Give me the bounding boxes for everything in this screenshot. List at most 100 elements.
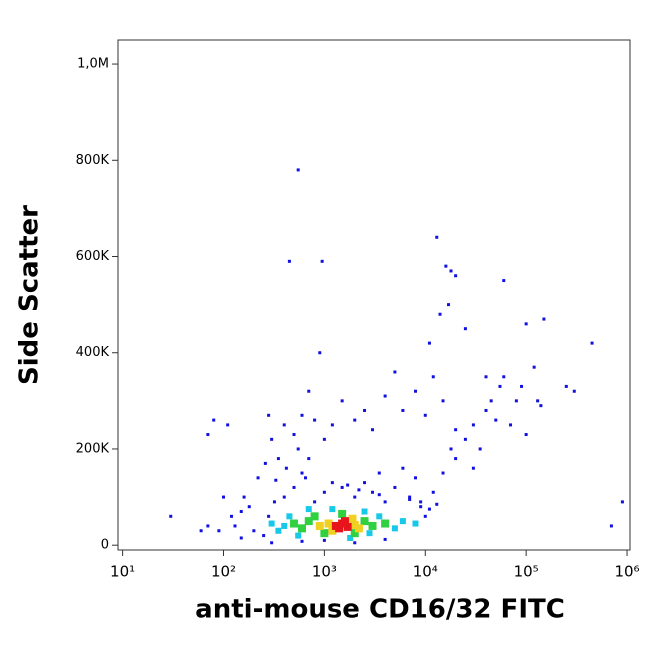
point [305,506,312,513]
point [348,514,357,523]
point [454,457,458,461]
point [226,423,230,427]
point [340,399,344,403]
point [357,488,361,492]
point [435,235,439,239]
point [267,514,271,518]
point [509,423,513,427]
point [300,413,304,417]
x-tick-label: 10³ [312,563,337,581]
point [471,466,475,470]
point [463,327,467,331]
y-tick-label: 800K [76,153,110,168]
point [413,389,417,393]
point [444,264,448,268]
point [542,317,546,321]
point [247,505,251,509]
point [304,517,313,526]
point [361,508,368,515]
point [300,471,304,475]
point [413,476,417,480]
point [206,433,210,437]
point [360,517,369,526]
point [419,505,423,509]
y-tick-label: 1,0M [77,57,109,72]
point [233,524,237,528]
point [217,529,221,533]
point [329,506,336,513]
point [328,526,337,535]
point [524,322,528,326]
point [484,408,488,412]
point [298,524,307,533]
point [408,495,412,499]
point [270,541,274,545]
point [454,428,458,432]
point [350,529,359,538]
point [324,519,333,528]
point [310,512,319,521]
point [320,259,324,263]
point [335,524,344,533]
x-axis-label: anti-mouse CD16/32 FITC [195,595,565,625]
point [609,524,613,528]
point [484,375,488,379]
point [449,447,453,451]
point [287,259,291,263]
y-tick-label: 0 [101,538,109,553]
point [262,534,266,538]
point [354,524,363,533]
point [322,538,326,542]
point [267,413,271,417]
point [286,513,293,520]
point [391,525,398,532]
point [590,341,594,345]
point [338,509,347,518]
point [620,500,624,504]
point [539,404,543,408]
point [520,384,524,388]
point [438,312,442,316]
point [313,418,317,422]
point [239,510,243,514]
point [494,418,498,422]
point [502,375,506,379]
point [419,500,423,504]
point [401,466,405,470]
point [313,500,317,504]
point [502,279,506,283]
point [393,370,397,374]
point [381,519,390,528]
point [282,495,286,499]
point [206,524,210,528]
point [564,384,568,388]
point [353,495,357,499]
y-tick-label: 600K [76,249,110,264]
point [463,437,467,441]
point [371,428,375,432]
point [399,518,406,525]
point [322,490,326,494]
point [281,522,288,529]
point [350,520,359,529]
point [435,502,439,506]
point [478,447,482,451]
point [282,423,286,427]
point [377,493,381,497]
point [353,541,357,545]
point [275,527,282,534]
point [307,389,311,393]
point [401,408,405,412]
point [441,471,445,475]
point [268,520,275,527]
point [340,517,349,526]
y-tick-label: 200K [76,441,110,456]
point [431,375,435,379]
point [330,481,334,485]
point [441,399,445,403]
point [320,529,329,538]
point [270,437,274,441]
point [276,457,280,461]
